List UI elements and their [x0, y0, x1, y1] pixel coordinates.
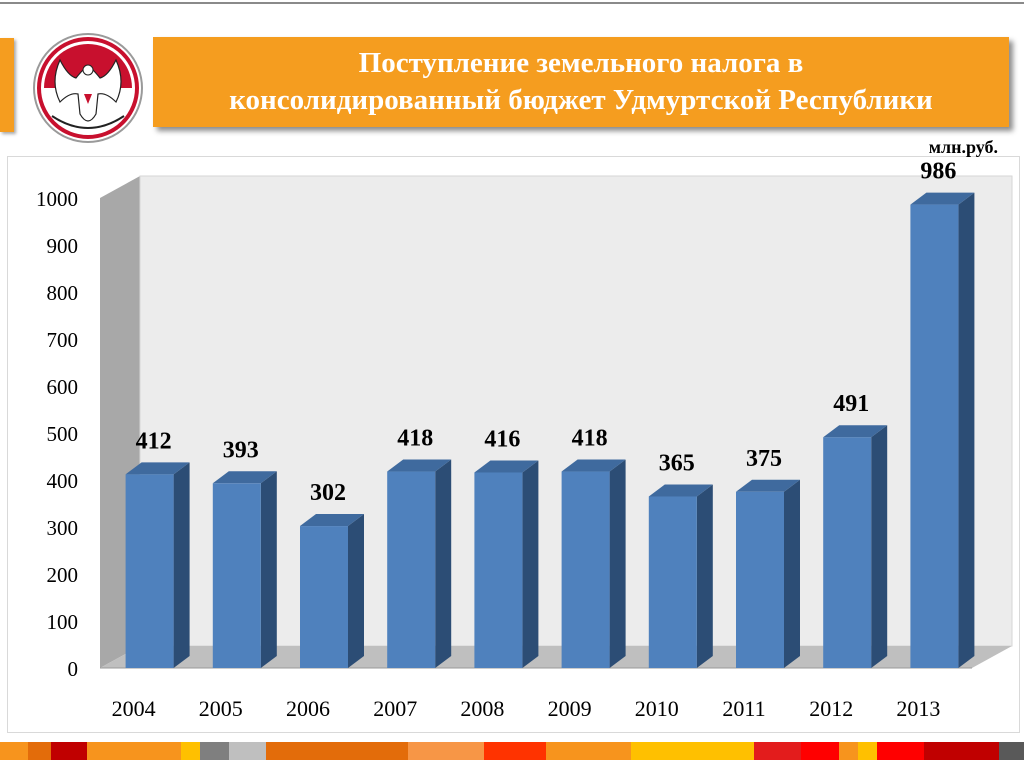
bar-top — [910, 192, 975, 205]
bar — [300, 526, 348, 668]
y-tick-label: 600 — [47, 375, 79, 399]
bar-side — [871, 425, 888, 668]
y-tick-label: 200 — [47, 563, 79, 587]
unit-label: млн.руб. — [928, 137, 998, 157]
x-tick-label: 2012 — [809, 696, 853, 721]
data-label: 365 — [659, 450, 695, 476]
bar-side — [260, 471, 277, 668]
y-tick-label: 500 — [47, 422, 79, 446]
top-divider-line — [0, 2, 1024, 4]
x-tick-label: 2009 — [548, 696, 592, 721]
bar-side — [173, 462, 190, 668]
footer-strip-segment — [0, 742, 29, 760]
footer-strip-segment — [86, 742, 182, 760]
footer-strip-segment — [51, 742, 87, 760]
data-label: 393 — [223, 437, 259, 463]
udmurtia-coat-of-arms-icon — [33, 33, 143, 143]
data-label: 375 — [746, 446, 782, 472]
x-tick-label: 2005 — [199, 696, 243, 721]
footer-strip-segment — [200, 742, 229, 760]
data-label: 418 — [572, 426, 608, 452]
footer-strip-segment — [999, 742, 1024, 760]
bar-side — [958, 192, 975, 668]
bar — [561, 471, 610, 668]
y-tick-label: 300 — [47, 516, 79, 540]
bar — [125, 474, 174, 668]
bar-top — [125, 462, 190, 475]
y-tick-label: 1000 — [36, 187, 78, 211]
x-tick-label: 2007 — [373, 696, 417, 721]
x-tick-label: 2004 — [112, 696, 156, 721]
title-banner: Поступление земельного налога в консолид… — [153, 37, 1009, 127]
bar-top — [736, 479, 800, 492]
x-tick-label: 2008 — [460, 696, 504, 721]
bar-side — [348, 514, 364, 668]
title-line-1: Поступление земельного налога в — [358, 47, 804, 79]
bar-side — [609, 459, 626, 668]
footer-strip-segment — [181, 742, 201, 760]
bar — [387, 471, 436, 668]
left-accent-tab — [0, 38, 14, 132]
footer-strip-segment — [923, 742, 1000, 760]
footer-color-strip — [0, 742, 1024, 760]
bar-top — [648, 484, 713, 497]
bar — [648, 496, 697, 668]
bar-top — [823, 425, 888, 438]
footer-strip-segment — [753, 742, 802, 760]
footer-strip-segment — [631, 742, 754, 760]
y-tick-label: 100 — [47, 610, 79, 634]
data-label: 418 — [397, 426, 433, 452]
bar-top — [387, 459, 452, 472]
bar — [736, 491, 784, 668]
y-tick-label: 400 — [47, 469, 79, 493]
footer-strip-segment — [266, 742, 409, 760]
bar — [212, 483, 261, 668]
footer-strip-segment — [408, 742, 484, 760]
bar — [823, 437, 872, 668]
page-title: Поступление земельного налога в консолид… — [171, 45, 991, 119]
y-tick-label: 900 — [47, 234, 79, 258]
y-tick-label: 700 — [47, 328, 79, 352]
x-tick-label: 2010 — [635, 696, 679, 721]
data-label: 412 — [136, 428, 172, 454]
bar-top — [561, 459, 626, 472]
y-tick-label: 0 — [68, 657, 79, 681]
bar-top — [212, 471, 277, 484]
footer-strip-segment — [483, 742, 547, 760]
footer-strip-segment — [28, 742, 52, 760]
bar-side — [435, 459, 452, 668]
title-line-2: консолидированный бюджет Удмуртской Респ… — [229, 84, 933, 116]
footer-strip-segment — [838, 742, 858, 760]
data-label: 302 — [310, 480, 346, 506]
footer-strip-segment — [876, 742, 924, 760]
bar-top — [300, 514, 364, 527]
bar-side — [784, 479, 800, 668]
footer-strip-segment — [546, 742, 632, 760]
x-tick-label: 2013 — [896, 696, 940, 721]
bar — [910, 204, 959, 668]
data-label: 491 — [833, 391, 869, 417]
footer-strip-segment — [801, 742, 839, 760]
data-label: 416 — [484, 426, 520, 452]
footer-strip-segment — [228, 742, 267, 760]
y-tick-label: 800 — [47, 281, 79, 305]
bar-side — [522, 460, 539, 668]
bar — [474, 472, 523, 668]
data-label: 986 — [920, 159, 956, 185]
x-tick-label: 2006 — [286, 696, 330, 721]
bar-top — [474, 460, 539, 473]
footer-strip-segment — [857, 742, 877, 760]
bar-side — [696, 484, 713, 668]
x-tick-label: 2011 — [722, 696, 765, 721]
